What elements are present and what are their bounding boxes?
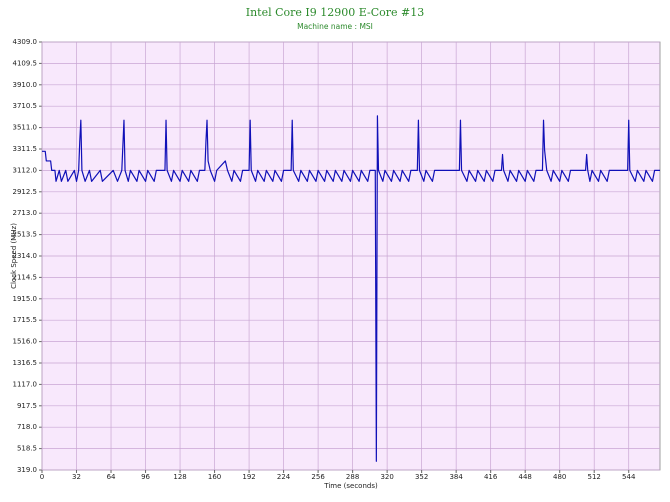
x-tick-label: 160 xyxy=(208,473,221,481)
x-tick-label: 288 xyxy=(346,473,359,481)
x-tick-label: 64 xyxy=(107,473,116,481)
data-line xyxy=(42,115,660,462)
y-axis-label: Clock Speed (MHz) xyxy=(10,223,18,289)
y-tick-label: 2513.5 xyxy=(13,231,38,239)
x-tick-label: 512 xyxy=(588,473,601,481)
y-tick-label: 1715.5 xyxy=(13,316,38,324)
x-tick-label: 480 xyxy=(553,473,566,481)
y-tick-label: 1516.0 xyxy=(13,338,38,346)
y-tick-label: 718.0 xyxy=(17,423,37,431)
x-tick-label: 224 xyxy=(277,473,291,481)
y-tick-label: 2713.0 xyxy=(13,209,38,217)
y-tick-label: 3511.0 xyxy=(13,124,38,132)
x-tick-label: 448 xyxy=(518,473,531,481)
y-tick-label: 518.5 xyxy=(17,445,37,453)
y-tick-label: 1915.0 xyxy=(13,295,38,303)
x-axis-label: Time (seconds) xyxy=(323,482,378,490)
x-tick-label: 128 xyxy=(173,473,186,481)
y-tick-label: 3311.5 xyxy=(13,145,38,153)
x-tick-label: 0 xyxy=(40,473,44,481)
y-tick-label: 3910.0 xyxy=(13,81,38,89)
x-tick-label: 32 xyxy=(72,473,81,481)
y-tick-label: 3710.5 xyxy=(13,102,38,110)
x-tick-label: 544 xyxy=(622,473,636,481)
y-tick-label: 917.5 xyxy=(17,402,37,410)
y-tick-label: 2912.5 xyxy=(13,188,38,196)
x-tick-label: 352 xyxy=(415,473,428,481)
x-tick-label: 416 xyxy=(484,473,498,481)
y-tick-label: 1117.0 xyxy=(13,380,38,388)
x-tick-label: 384 xyxy=(449,473,463,481)
y-tick-label: 3112.0 xyxy=(13,166,38,174)
y-tick-label: 319.0 xyxy=(17,466,37,474)
x-tick-label: 320 xyxy=(380,473,393,481)
chart-subtitle: Machine name : MSI xyxy=(297,22,373,31)
y-tick-label: 1316.5 xyxy=(13,359,38,367)
y-tick-label: 4309.0 xyxy=(13,38,38,46)
y-tick-label: 4109.5 xyxy=(13,59,38,67)
y-tick-label: 2314.0 xyxy=(13,252,38,260)
chart-title: Intel Core I9 12900 E-Core #13 xyxy=(246,6,424,19)
x-tick-label: 192 xyxy=(242,473,255,481)
y-tick-label: 2114.5 xyxy=(13,273,38,281)
x-tick-label: 256 xyxy=(311,473,325,481)
x-tick-label: 96 xyxy=(141,473,150,481)
